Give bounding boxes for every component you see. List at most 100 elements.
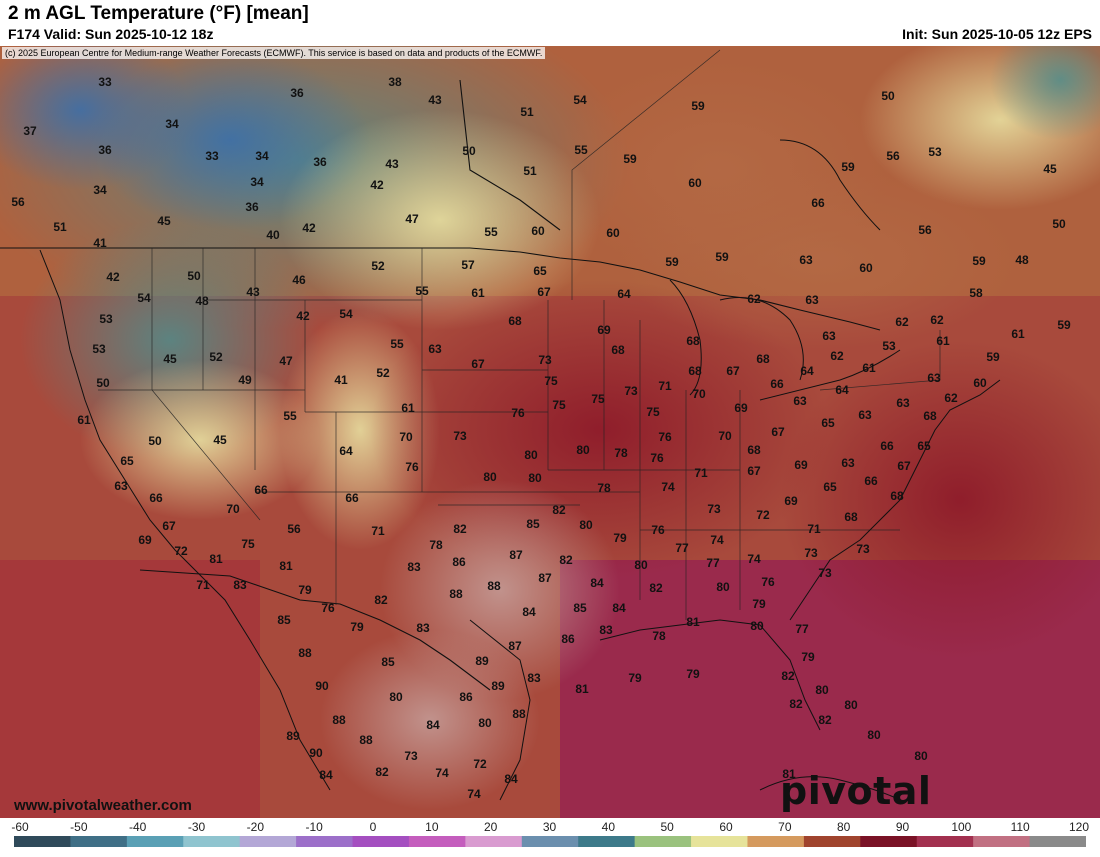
state-borders [98, 49, 941, 620]
colorbar-tick-label: 20 [483, 820, 498, 834]
temperature-value: 61 [1011, 327, 1025, 341]
temperature-value: 86 [459, 690, 473, 704]
temperature-value: 81 [782, 767, 796, 781]
temperature-value: 72 [756, 508, 770, 522]
temperature-value: 82 [559, 553, 573, 567]
temperature-value: 62 [830, 349, 844, 363]
temperature-value: 66 [345, 491, 359, 505]
colorbar-segment [183, 836, 241, 847]
colorbar-segment [239, 836, 297, 847]
temperature-value: 55 [283, 409, 297, 423]
temperature-value: 55 [390, 337, 404, 351]
temperature-value: 80 [867, 728, 881, 742]
header: 2 m AGL Temperature (°F) [mean] F174 Val… [0, 0, 1100, 46]
temperature-value: 51 [53, 220, 67, 234]
temperature-value: 50 [96, 376, 110, 390]
colorbar-segment [408, 836, 466, 847]
temperature-value: 60 [606, 226, 620, 240]
temperature-value: 67 [726, 364, 740, 378]
temperature-labels: 33 38 36 43 51 54 59 50 37 34 36 33 34 36 43 50 55 59 59 56… [11, 75, 1071, 801]
temperature-value: 55 [574, 143, 588, 157]
temperature-value: 55 [415, 284, 429, 298]
temperature-value: 79 [801, 650, 815, 664]
temperature-value: 68 [747, 443, 761, 457]
colorbar-tick-label: 10 [425, 820, 439, 834]
colorbar-tick-label: 50 [660, 820, 674, 834]
temperature-value: 68 [890, 489, 904, 503]
temperature-value: 81 [686, 615, 700, 629]
colorbar-tick-label: 0 [369, 820, 377, 834]
init-time: Init: Sun 2025-10-05 12z EPS [902, 26, 1092, 42]
temperature-value: 83 [407, 560, 421, 574]
temperature-value: 67 [747, 464, 761, 478]
temperature-value: 80 [478, 716, 492, 730]
temperature-value: 50 [881, 89, 895, 103]
temperature-value: 56 [287, 522, 301, 536]
temperature-value: 70 [692, 387, 706, 401]
temperature-value: 79 [752, 597, 766, 611]
temperature-value: 68 [686, 334, 700, 348]
temperature-value: 82 [818, 713, 832, 727]
temperature-value: 45 [1043, 162, 1057, 176]
website-link[interactable]: www.pivotalweather.com [14, 797, 192, 814]
temperature-value: 66 [149, 491, 163, 505]
temperature-value: 50 [187, 269, 201, 283]
temperature-value: 43 [246, 285, 260, 299]
colorbar-tick-label: 110 [1010, 820, 1030, 834]
temperature-value: 56 [11, 195, 25, 209]
temperature-map[interactable]: 33 38 36 43 51 54 59 50 37 34 36 33 34 36 43 50 55 59 59 56… [0, 46, 1100, 818]
temperature-value: 72 [174, 544, 188, 558]
temperature-value: 36 [313, 155, 327, 169]
temperature-value: 69 [794, 458, 808, 472]
temperature-value: 69 [597, 323, 611, 337]
temperature-value: 41 [93, 236, 107, 250]
valid-time: F174 Valid: Sun 2025-10-12 18z [8, 26, 214, 42]
temperature-value: 80 [389, 690, 403, 704]
temperature-value: 67 [771, 425, 785, 439]
temperature-value: 76 [651, 523, 665, 537]
colorbar-tick-label: 60 [719, 820, 733, 834]
temperature-value: 80 [528, 471, 542, 485]
temperature-value: 33 [98, 75, 112, 89]
temperature-value: 63 [805, 293, 819, 307]
temperature-value: 69 [784, 494, 798, 508]
temperature-value: 79 [350, 620, 364, 634]
temperature-value: 63 [896, 396, 910, 410]
temperature-value: 88 [512, 707, 526, 721]
temperature-value: 63 [822, 329, 836, 343]
temperature-value: 76 [511, 406, 525, 420]
colorbar-tick-label: -30 [187, 820, 206, 834]
temperature-value: 80 [576, 443, 590, 457]
temperature-value: 48 [195, 294, 209, 308]
temperature-value: 83 [527, 671, 541, 685]
temperature-value: 33 [205, 149, 219, 163]
temperature-value: 59 [691, 99, 705, 113]
temperature-value: 81 [575, 682, 589, 696]
colorbar-segment [747, 836, 805, 847]
temperature-value: 53 [882, 339, 896, 353]
colorbar-segment [352, 836, 410, 847]
temperature-value: 50 [148, 434, 162, 448]
temperature-value: 79 [628, 671, 642, 685]
temperature-value: 70 [399, 430, 413, 444]
temperature-value: 79 [686, 667, 700, 681]
temperature-value: 43 [385, 157, 399, 171]
temperature-value: 85 [573, 601, 587, 615]
temperature-value: 79 [613, 531, 627, 545]
temperature-value: 65 [823, 480, 837, 494]
colorbar-tick-label: 120 [1068, 820, 1090, 834]
colorbar-tick-label: -20 [246, 820, 264, 834]
temperature-value: 82 [453, 522, 467, 536]
temperature-value: 87 [509, 548, 523, 562]
colorbar-tick-label: 90 [895, 820, 910, 834]
colorbar-segment [296, 836, 354, 847]
temperature-value: 51 [523, 164, 537, 178]
temperature-value: 59 [715, 250, 729, 264]
colorbar-segment [860, 836, 918, 847]
temperature-value: 62 [895, 315, 909, 329]
temperature-value: 61 [862, 361, 876, 375]
colorbar-segment [578, 836, 636, 847]
temperature-value: 84 [319, 768, 333, 782]
temperature-value: 65 [917, 439, 931, 453]
temperature-value: 36 [245, 200, 259, 214]
